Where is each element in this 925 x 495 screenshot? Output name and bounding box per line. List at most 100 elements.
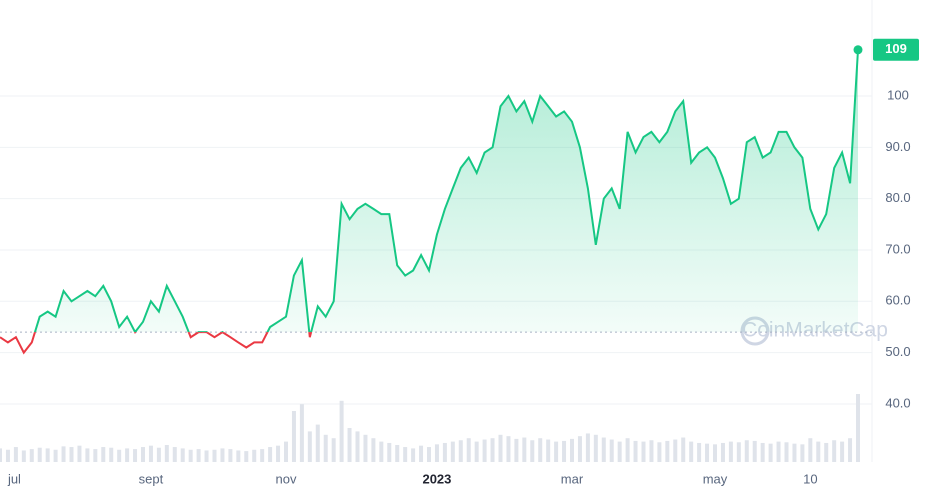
volume-bar bbox=[808, 438, 813, 462]
volume-bar bbox=[148, 445, 153, 462]
volume-bar bbox=[307, 431, 312, 462]
x-tick-label: mar bbox=[561, 471, 584, 486]
volume-bar bbox=[427, 447, 431, 462]
volume-bar bbox=[212, 449, 217, 462]
volume-bar bbox=[713, 444, 717, 462]
volume-bar bbox=[609, 439, 614, 462]
volume-bar bbox=[681, 437, 686, 462]
last-price-box bbox=[873, 38, 919, 61]
volume-bar bbox=[665, 440, 670, 462]
y-tick-label: 80.0 bbox=[885, 190, 910, 205]
volume-bar bbox=[411, 448, 416, 462]
volume-bar bbox=[442, 442, 447, 462]
volume-bar bbox=[53, 449, 58, 462]
volume-bar bbox=[633, 440, 638, 462]
volume-bar bbox=[458, 440, 463, 462]
volume-bar bbox=[490, 438, 495, 462]
volume-bar bbox=[554, 441, 559, 462]
volume-bar bbox=[323, 434, 328, 462]
volume-bar bbox=[728, 441, 733, 462]
y-tick-label: 70.0 bbox=[885, 241, 910, 256]
volume-bar bbox=[514, 438, 519, 462]
volume-bar bbox=[37, 447, 42, 462]
volume-bar bbox=[355, 431, 360, 462]
volume-bar bbox=[474, 441, 479, 462]
volume-bar bbox=[188, 449, 193, 462]
volume-bar bbox=[93, 449, 98, 462]
x-tick-label: jul bbox=[7, 471, 21, 486]
volume-bar bbox=[482, 439, 487, 462]
volume-bar bbox=[824, 442, 829, 462]
volume-bar bbox=[5, 449, 10, 462]
volume-bar bbox=[522, 437, 527, 462]
volume-bar bbox=[800, 444, 805, 462]
volume-bar bbox=[593, 434, 598, 462]
volume-bar bbox=[29, 449, 34, 462]
volume-bar bbox=[546, 439, 551, 462]
volume-bar bbox=[736, 442, 741, 462]
volume-bar bbox=[506, 436, 511, 462]
volume-bar bbox=[585, 433, 590, 462]
x-tick-label: sept bbox=[139, 471, 164, 486]
volume-bar bbox=[180, 448, 185, 462]
volume-bar bbox=[705, 443, 710, 462]
volume-bar bbox=[299, 404, 304, 462]
volume-bar bbox=[752, 440, 757, 462]
volume-bar bbox=[172, 447, 177, 462]
volume-bar bbox=[371, 438, 376, 462]
volume-bar bbox=[0, 448, 2, 462]
volume-bar bbox=[133, 449, 138, 462]
volume-bar bbox=[434, 444, 439, 462]
volume-bar bbox=[109, 447, 114, 462]
volume-bar bbox=[840, 441, 845, 462]
volume-bar bbox=[276, 445, 281, 462]
volume-bar bbox=[77, 445, 82, 462]
volume-bar bbox=[125, 448, 130, 462]
volume-bar bbox=[13, 447, 18, 462]
x-tick-label: nov bbox=[276, 471, 297, 486]
volume-bar bbox=[284, 441, 288, 462]
volume-bar bbox=[236, 450, 241, 462]
price-line bbox=[33, 49, 859, 333]
last-price-label: 109 bbox=[885, 41, 907, 56]
volume-bar bbox=[379, 441, 384, 462]
y-tick-label: 50.0 bbox=[885, 344, 910, 359]
volume-bar bbox=[117, 449, 122, 462]
volume-bar bbox=[848, 438, 853, 462]
volume-bar bbox=[220, 448, 225, 462]
volume-bar bbox=[856, 394, 860, 462]
y-tick-label: 40.0 bbox=[885, 395, 910, 410]
volume-bar bbox=[832, 440, 837, 462]
volume-bar bbox=[260, 449, 265, 462]
x-tick-label: may bbox=[703, 471, 728, 486]
volume-bar bbox=[363, 434, 368, 462]
volume-bar bbox=[720, 442, 725, 462]
volume-bar bbox=[768, 443, 773, 462]
volume-bar bbox=[530, 440, 535, 462]
volume-bar bbox=[196, 449, 201, 462]
volume-bar bbox=[252, 449, 257, 462]
volume-bar bbox=[697, 442, 702, 462]
volume-bar bbox=[450, 441, 455, 462]
volume-bar bbox=[387, 442, 392, 462]
volume-bar bbox=[776, 441, 781, 462]
volume-bar bbox=[141, 447, 145, 462]
volume-bar bbox=[792, 443, 797, 462]
volume-bar bbox=[228, 449, 233, 462]
volume-bar bbox=[403, 447, 408, 462]
x-tick-label: 2023 bbox=[422, 471, 451, 486]
volume-bar bbox=[816, 441, 821, 462]
volume-bar bbox=[617, 441, 622, 462]
volume-bar bbox=[291, 411, 296, 462]
volume-bar bbox=[649, 440, 654, 462]
volume-bar bbox=[204, 450, 209, 462]
volume-bar bbox=[498, 434, 503, 462]
volume-bar bbox=[641, 441, 646, 462]
volume-bar bbox=[625, 438, 630, 462]
volume-bar bbox=[85, 448, 90, 462]
volume-bar bbox=[395, 445, 400, 462]
volume-bar bbox=[268, 447, 273, 462]
volume-bar bbox=[744, 440, 749, 462]
volume-bar bbox=[601, 437, 606, 462]
